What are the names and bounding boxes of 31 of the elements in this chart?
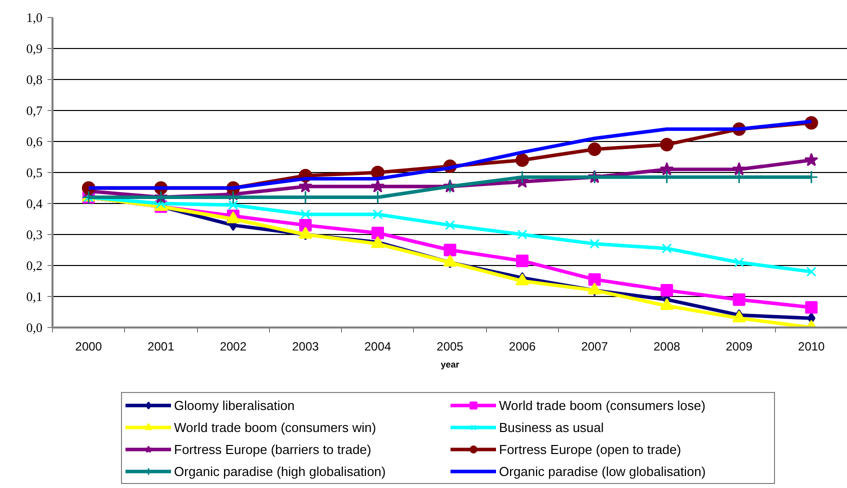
y-tick-label: 0,6: [26, 134, 43, 149]
y-tick-label: 0,4: [26, 196, 43, 211]
y-tick-label: 0,0: [26, 320, 42, 335]
y-tick-label: 0,8: [26, 72, 42, 87]
legend-label: Fortress Europe (open to trade): [499, 440, 682, 458]
x-tick-label: 2010: [798, 340, 826, 354]
legend-label: Business as usual: [499, 418, 605, 436]
legend-label: Fortress Europe (barriers to trade): [174, 440, 372, 458]
x-tick-label: 2005: [436, 340, 464, 354]
y-tick-label: 0,2: [26, 258, 42, 273]
x-tick-label: 2000: [75, 340, 102, 354]
x-tick-label: 2007: [581, 340, 608, 354]
legend-label: Organic paradise (high globalisation): [174, 462, 387, 480]
x-tick-label: 2003: [292, 340, 320, 354]
legend-label: World trade boom (consumers win): [174, 418, 378, 436]
y-tick-label: 0,7: [26, 103, 43, 118]
x-axis-title: year: [440, 360, 460, 370]
x-tick-label: 2002: [220, 340, 247, 354]
y-tick-label: 1,0: [26, 10, 42, 25]
x-tick-label: 2004: [364, 340, 392, 354]
y-tick-label: 0,9: [26, 41, 42, 56]
y-tick-label: 0,3: [26, 227, 42, 242]
x-tick-label: 2006: [508, 340, 536, 354]
legend-label: Organic paradise (low globalisation): [499, 462, 707, 480]
y-tick-label: 0,1: [26, 289, 42, 304]
x-tick-label: 2009: [726, 340, 753, 354]
legend-label: Gloomy liberalisation: [174, 396, 296, 414]
x-tick-label: 2008: [653, 340, 680, 354]
y-tick-label: 0,5: [26, 165, 42, 180]
x-tick-label: 2001: [148, 340, 175, 354]
legend-label: World trade boom (consumers lose): [499, 396, 706, 414]
